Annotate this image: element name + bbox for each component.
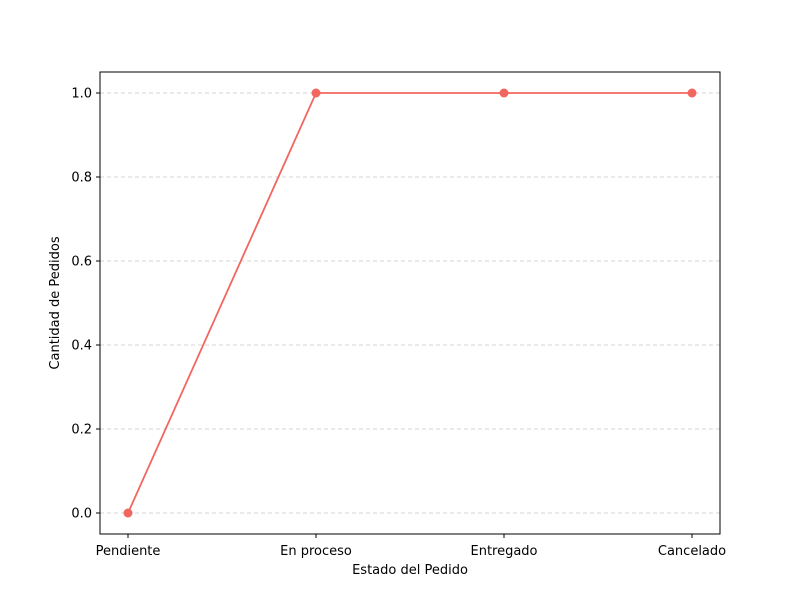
y-axis-label: Cantidad de Pedidos [48, 236, 63, 369]
y-tick-label: 0.8 [71, 171, 92, 186]
series-line [127, 92, 692, 514]
x-tick-label: Entregado [470, 544, 537, 559]
data-point [123, 508, 133, 518]
y-tick-label: 1.0 [71, 87, 92, 102]
y-axis-ticks: 0.0 0.2 0.4 0.6 0.8 1.0 [71, 87, 100, 522]
y-tick-label: 0.4 [71, 339, 92, 354]
y-tick-label: 0.2 [71, 423, 92, 438]
series-layer [123, 88, 697, 518]
y-tick-label: 0.0 [71, 507, 92, 522]
data-point [687, 88, 697, 98]
x-tick-label: En proceso [280, 544, 352, 559]
plot-frame [99, 71, 721, 535]
data-point [499, 88, 509, 98]
y-tick-label: 0.6 [71, 255, 92, 270]
grid-lines [100, 92, 720, 514]
x-axis-label: Estado del Pedido [352, 563, 468, 578]
x-tick-label: Cancelado [658, 544, 726, 559]
data-point [311, 88, 321, 98]
x-tick-label: Pendiente [96, 544, 161, 559]
x-axis-ticks: Pendiente En proceso Entregado Cancelado [96, 534, 726, 559]
